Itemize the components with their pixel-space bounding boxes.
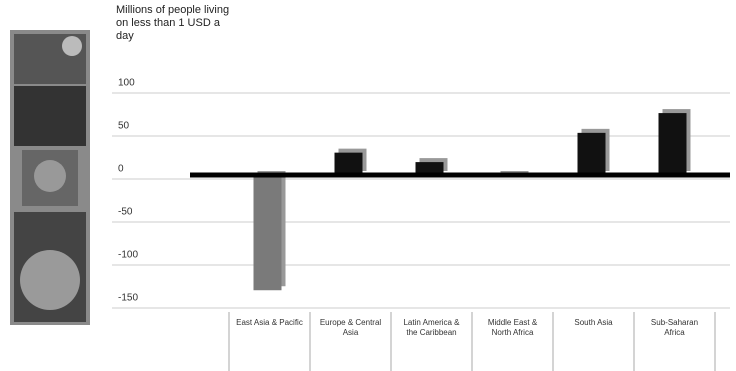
- bar: [659, 113, 687, 175]
- photo-strip: [10, 30, 90, 325]
- bar: [254, 175, 282, 290]
- x-tick-label: East Asia & Pacific: [235, 318, 304, 328]
- y-tick-label: -150: [118, 293, 138, 304]
- y-tick-label: 100: [118, 78, 135, 89]
- y-tick-label: 0: [118, 164, 124, 175]
- x-tick-label: Sub-Saharan Africa: [640, 318, 709, 338]
- bar: [335, 153, 363, 175]
- chart: Millions of people living on less than 1…: [0, 0, 736, 371]
- x-tick-label: Latin America & the Caribbean: [397, 318, 466, 338]
- x-tick-label: South Asia: [559, 318, 628, 328]
- y-tick-label: 50: [118, 121, 130, 132]
- bar: [578, 133, 606, 175]
- y-tick-label: -100: [118, 250, 138, 261]
- x-tick-label: Europe & Central Asia: [316, 318, 385, 338]
- bar-shadow: [501, 171, 529, 173]
- page: {"chart_data": {"type": "bar", "title": …: [0, 0, 736, 371]
- x-tick-label: Middle East & North Africa: [478, 318, 547, 338]
- axis-title: Millions of people living on less than 1…: [116, 4, 236, 43]
- y-tick-label: -50: [118, 207, 133, 218]
